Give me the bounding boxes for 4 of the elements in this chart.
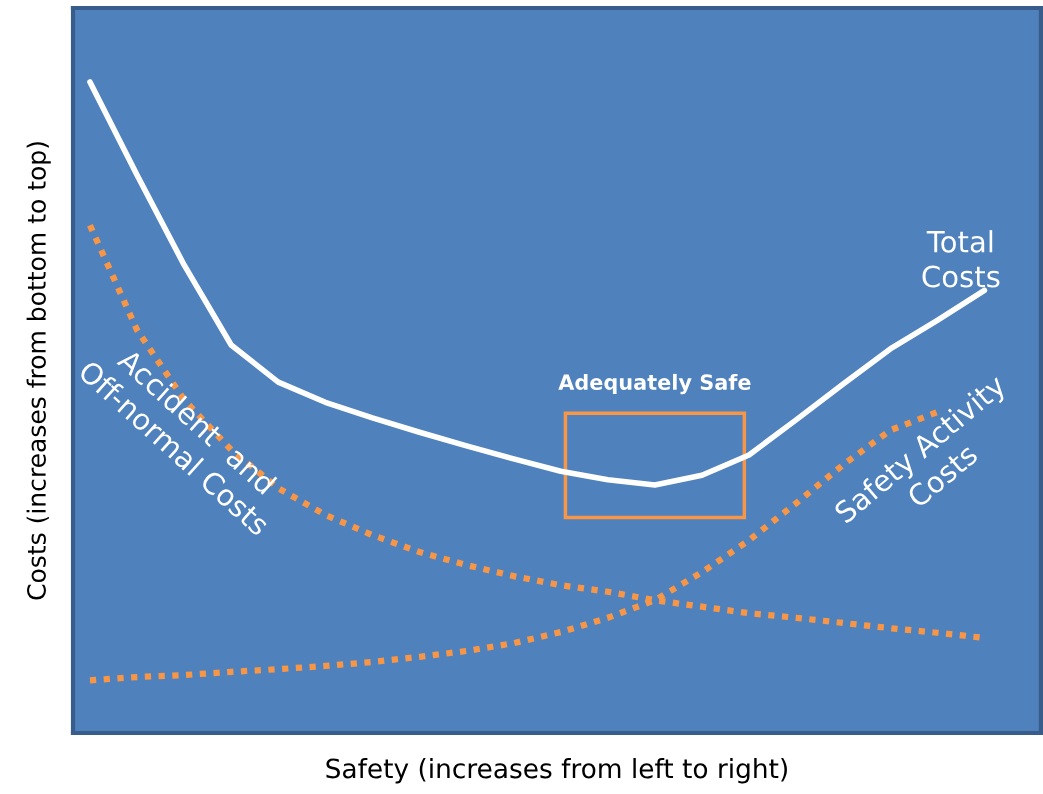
series-label: Total Costs: [922, 230, 1000, 288]
annotation: Adequately Safe: [558, 373, 751, 395]
y-axis-title: Costs (increases from bottom to top): [26, 142, 51, 600]
x-axis-title: Safety (increases from left to right): [326, 758, 787, 784]
